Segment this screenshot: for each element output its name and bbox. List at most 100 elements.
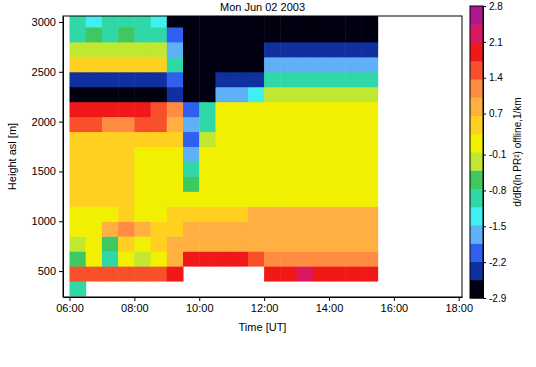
cell xyxy=(329,161,346,176)
y-tick: 3000 xyxy=(32,16,63,28)
cell xyxy=(248,16,265,27)
cell xyxy=(69,176,86,191)
cell xyxy=(118,206,135,221)
cell xyxy=(264,161,281,176)
cell xyxy=(118,57,135,72)
colorbar-band xyxy=(470,61,483,80)
cell xyxy=(280,206,297,221)
cell xyxy=(313,132,330,147)
colorbar-tick-label: 2.1 xyxy=(489,37,503,48)
cell xyxy=(329,236,346,251)
cell xyxy=(297,42,314,57)
cell xyxy=(69,236,86,251)
y-tick: 500 xyxy=(38,265,63,277)
x-axis: 06:0008:0010:0012:0014:0016:0018:00 xyxy=(56,297,473,314)
colorbar-tick-mark xyxy=(483,226,486,227)
axis-line xyxy=(483,7,484,299)
colorbar-tick-mark xyxy=(483,190,486,191)
cell xyxy=(361,42,378,57)
cell xyxy=(345,87,362,102)
cell xyxy=(69,161,86,176)
cell xyxy=(232,251,249,266)
y-tick-mark xyxy=(59,171,63,172)
cell xyxy=(264,117,281,132)
colorbar-tick: -0.1 xyxy=(483,149,507,160)
cell xyxy=(345,236,362,251)
cell xyxy=(361,16,378,27)
y-tick-label: 2500 xyxy=(32,66,56,78)
cell xyxy=(248,132,265,147)
cell xyxy=(248,236,265,251)
cell xyxy=(199,221,216,236)
cell xyxy=(69,87,86,102)
colorbar-band xyxy=(470,207,483,226)
cell xyxy=(280,87,297,102)
cell xyxy=(151,117,168,132)
cell xyxy=(329,221,346,236)
colorbar-tick-mark xyxy=(483,262,486,263)
cell xyxy=(280,102,297,117)
y-tick-label: 1000 xyxy=(32,215,56,227)
cell xyxy=(102,132,119,147)
cell xyxy=(183,206,200,221)
cell xyxy=(86,161,103,176)
cell xyxy=(102,251,119,266)
cell xyxy=(361,221,378,236)
cell xyxy=(183,147,200,162)
cell xyxy=(297,147,314,162)
cell xyxy=(248,191,265,206)
cell xyxy=(361,191,378,206)
cell xyxy=(69,147,86,162)
x-tick: 14:00 xyxy=(316,297,344,314)
cell xyxy=(345,266,362,281)
cell xyxy=(151,57,168,72)
cell xyxy=(167,72,184,87)
colorbar-tick-label: 2.8 xyxy=(489,1,503,12)
cell xyxy=(215,27,232,42)
cell xyxy=(248,206,265,221)
cell xyxy=(183,191,200,206)
cell xyxy=(264,27,281,42)
cell xyxy=(167,161,184,176)
cell xyxy=(199,176,216,191)
cell xyxy=(199,16,216,27)
cell xyxy=(102,236,119,251)
colorbar-band xyxy=(470,116,483,135)
cell xyxy=(280,42,297,57)
cell xyxy=(313,206,330,221)
cell xyxy=(167,176,184,191)
cell xyxy=(134,87,151,102)
cell xyxy=(183,72,200,87)
cell xyxy=(183,236,200,251)
x-tick-mark xyxy=(459,297,460,301)
cell xyxy=(361,117,378,132)
cell xyxy=(69,132,86,147)
cell xyxy=(151,132,168,147)
colorbar-band xyxy=(470,97,483,116)
cells xyxy=(69,16,378,297)
cell xyxy=(102,102,119,117)
cell xyxy=(69,221,86,236)
cell xyxy=(232,176,249,191)
cell xyxy=(134,117,151,132)
cell xyxy=(264,191,281,206)
cell xyxy=(102,87,119,102)
cell xyxy=(297,266,314,281)
cell xyxy=(264,147,281,162)
cell xyxy=(86,221,103,236)
cell xyxy=(361,27,378,42)
cell xyxy=(199,27,216,42)
cell xyxy=(102,206,119,221)
cell xyxy=(151,161,168,176)
cell xyxy=(329,251,346,266)
cell xyxy=(118,16,135,27)
colorbar xyxy=(470,6,483,299)
cell xyxy=(199,191,216,206)
colorbar-tick: 0.7 xyxy=(483,108,503,119)
cell xyxy=(118,117,135,132)
colorbar-band xyxy=(470,79,483,98)
cell xyxy=(151,72,168,87)
cell xyxy=(102,16,119,27)
cell xyxy=(215,72,232,87)
cell xyxy=(215,191,232,206)
